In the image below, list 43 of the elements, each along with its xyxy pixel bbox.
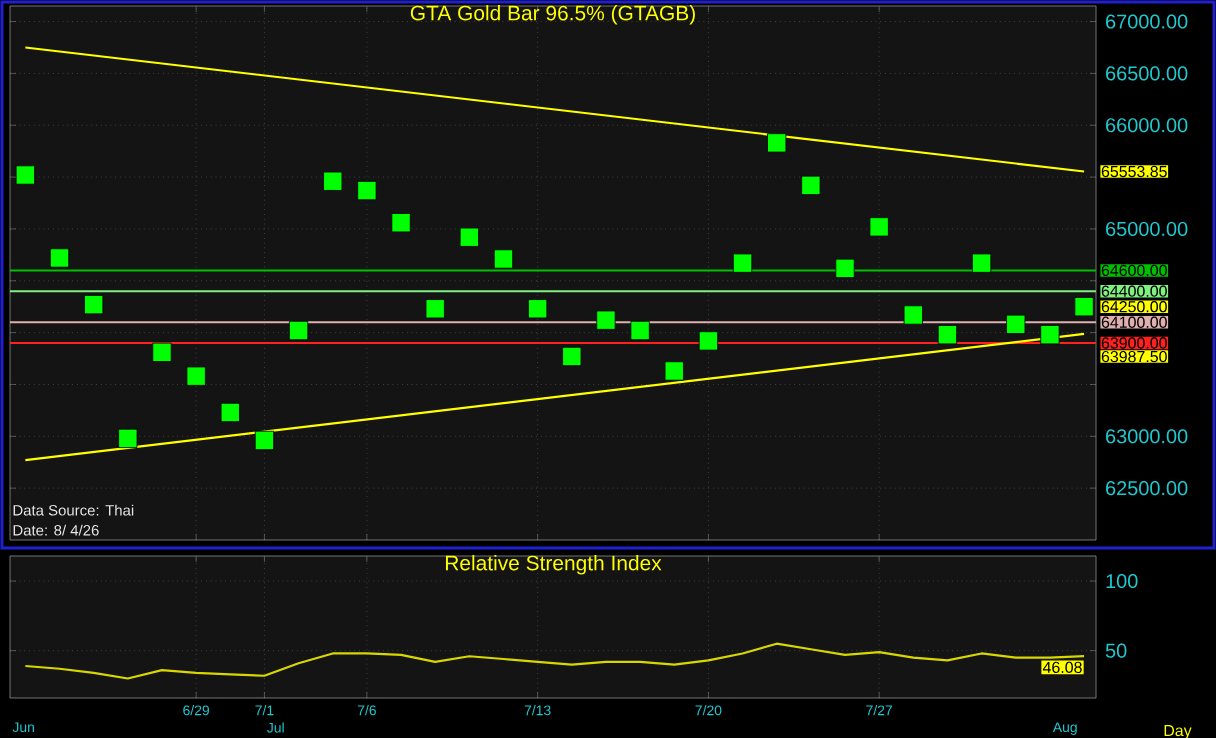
y-tick-label: 50	[1105, 643, 1127, 658]
point	[937, 325, 958, 345]
point	[801, 175, 821, 195]
point	[596, 310, 616, 330]
point	[152, 342, 172, 362]
y-tick-label: 66000.00	[1106, 118, 1188, 133]
y-tick-label: 66500.00	[1106, 66, 1188, 81]
point	[391, 213, 411, 233]
point	[1074, 297, 1094, 317]
y-tick-label: 65000.00	[1106, 221, 1188, 236]
point	[186, 366, 206, 386]
y-tick-label: 67000.00	[1106, 14, 1188, 29]
chart-title: GTA Gold Bar 96.5% (GTAGB)	[410, 5, 695, 25]
point	[288, 320, 309, 341]
point	[493, 249, 514, 269]
y-tick-label: 100	[1106, 574, 1138, 589]
point	[84, 295, 104, 315]
point	[767, 133, 787, 153]
chart-title: Relative Strength Index	[445, 555, 662, 575]
point	[835, 258, 855, 278]
point	[49, 248, 70, 268]
point	[1006, 314, 1026, 334]
point	[1040, 325, 1060, 345]
y-tick-label: 62500.00	[1106, 481, 1188, 496]
point	[118, 428, 138, 448]
point	[869, 217, 889, 237]
line-series	[24, 642, 1086, 680]
point	[220, 402, 240, 423]
point	[732, 253, 753, 273]
point	[698, 331, 718, 351]
point	[15, 165, 35, 185]
point	[459, 227, 479, 247]
point	[528, 299, 548, 319]
point	[562, 346, 582, 367]
point	[425, 299, 445, 319]
point	[323, 171, 343, 191]
point	[903, 305, 923, 325]
y-tick-label: 63000.00	[1106, 429, 1188, 444]
point	[254, 430, 275, 451]
point	[972, 253, 992, 273]
point	[630, 320, 650, 341]
point	[664, 361, 684, 381]
point	[357, 180, 377, 201]
